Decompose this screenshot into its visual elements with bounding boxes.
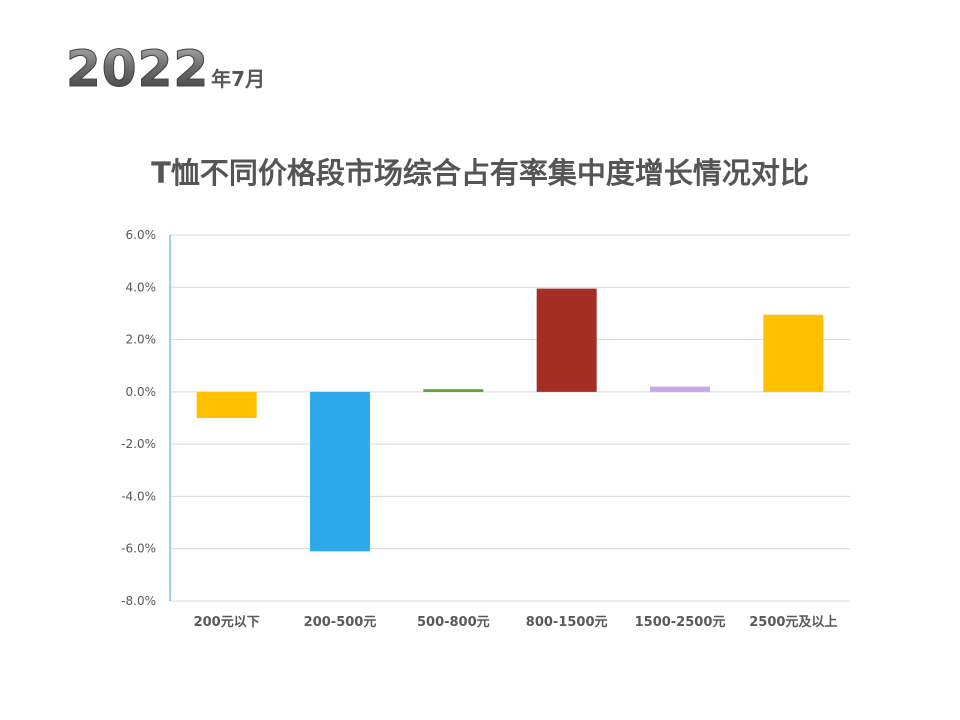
bar bbox=[423, 389, 484, 392]
y-tick-label: 0.0% bbox=[126, 385, 157, 399]
x-category-label: 200元以下 bbox=[194, 615, 260, 630]
date-month: 年7月 bbox=[211, 67, 266, 91]
y-tick-label: -8.0% bbox=[121, 594, 156, 608]
bar bbox=[650, 386, 710, 392]
bar bbox=[763, 314, 824, 392]
x-category-label: 800-1500元 bbox=[526, 615, 608, 630]
x-category-label: 500-800元 bbox=[417, 615, 490, 630]
x-category-label: 2500元及以上 bbox=[749, 615, 837, 630]
x-category-label: 200-500元 bbox=[304, 615, 377, 630]
bar bbox=[310, 391, 370, 552]
x-category-label: 1500-2500元 bbox=[635, 615, 726, 630]
y-tick-label: -6.0% bbox=[121, 542, 156, 556]
y-tick-label: 2.0% bbox=[126, 333, 157, 347]
bar bbox=[536, 288, 597, 392]
bar bbox=[196, 391, 257, 418]
date-heading: 2022 年7月 bbox=[65, 44, 266, 95]
chart-title: T恤不同价格段市场综合占有率集中度增长情况对比 bbox=[151, 156, 809, 190]
date-year: 2022 bbox=[65, 40, 210, 98]
y-tick-label: -2.0% bbox=[121, 437, 156, 451]
y-tick-label: 4.0% bbox=[126, 280, 157, 294]
y-tick-label: 6.0% bbox=[126, 228, 157, 242]
y-tick-label: -4.0% bbox=[121, 489, 156, 503]
